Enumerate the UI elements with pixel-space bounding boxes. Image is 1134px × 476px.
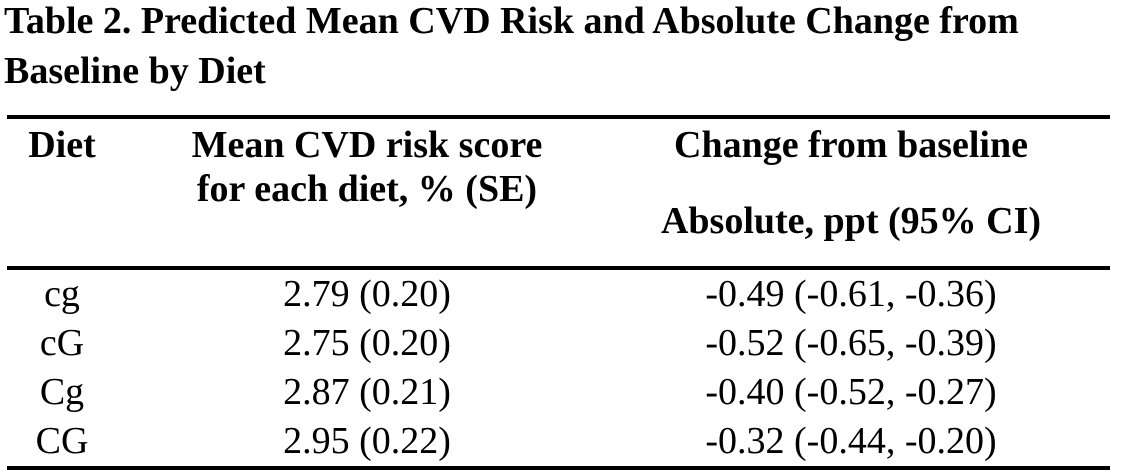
table-title-line2: Baseline by Diet [4, 50, 266, 92]
cell-risk-score: 2.87 (0.21) [283, 371, 451, 413]
table-header-row: Diet Mean CVD risk score for each diet, … [7, 115, 1110, 270]
table-row-Cg: Cg 2.87 (0.21) -0.40 (-0.52, -0.27) [7, 368, 1110, 417]
cell-change-from-baseline: -0.49 (-0.61, -0.36) [705, 273, 997, 315]
cell-change-from-baseline: -0.52 (-0.65, -0.39) [705, 322, 997, 364]
table-title: Table 2. Predicted Mean CVD Risk and Abs… [4, 0, 1019, 96]
table-title-line1: Table 2. Predicted Mean CVD Risk and Abs… [4, 0, 1019, 42]
cell-risk-score: 2.75 (0.20) [283, 322, 451, 364]
column-header-diet: Diet [28, 124, 96, 166]
table-body: cg 2.79 (0.20) -0.49 (-0.61, -0.36) cG 2… [7, 270, 1110, 470]
column-header-change: Change from baseline Absolute, ppt (95% … [617, 123, 1085, 266]
table-row-cG: cG 2.75 (0.20) -0.52 (-0.65, -0.39) [7, 319, 1110, 368]
cell-risk-score: 2.79 (0.20) [283, 273, 451, 315]
column-header-risk: Mean CVD risk score for each diet, % (SE… [117, 123, 617, 266]
column-header-risk-line2: for each diet, % (SE) [196, 168, 538, 210]
column-header-change-sub: Absolute, ppt (95% CI) [660, 200, 1042, 242]
cell-diet: cG [39, 322, 85, 364]
column-header-risk-line1: Mean CVD risk score [191, 124, 543, 166]
cell-risk-score: 2.95 (0.22) [283, 420, 451, 462]
cell-diet: Cg [39, 371, 85, 413]
cell-diet: CG [35, 420, 89, 462]
cell-change-from-baseline: -0.40 (-0.52, -0.27) [705, 371, 997, 413]
diet-table: Diet Mean CVD risk score for each diet, … [7, 115, 1110, 470]
table-row-cg: cg 2.79 (0.20) -0.49 (-0.61, -0.36) [7, 270, 1110, 319]
cell-change-from-baseline: -0.32 (-0.44, -0.20) [705, 420, 997, 462]
cell-diet: cg [44, 273, 80, 315]
column-header-change-group: Change from baseline [674, 124, 1028, 166]
table-row-CG: CG 2.95 (0.22) -0.32 (-0.44, -0.20) [7, 417, 1110, 466]
